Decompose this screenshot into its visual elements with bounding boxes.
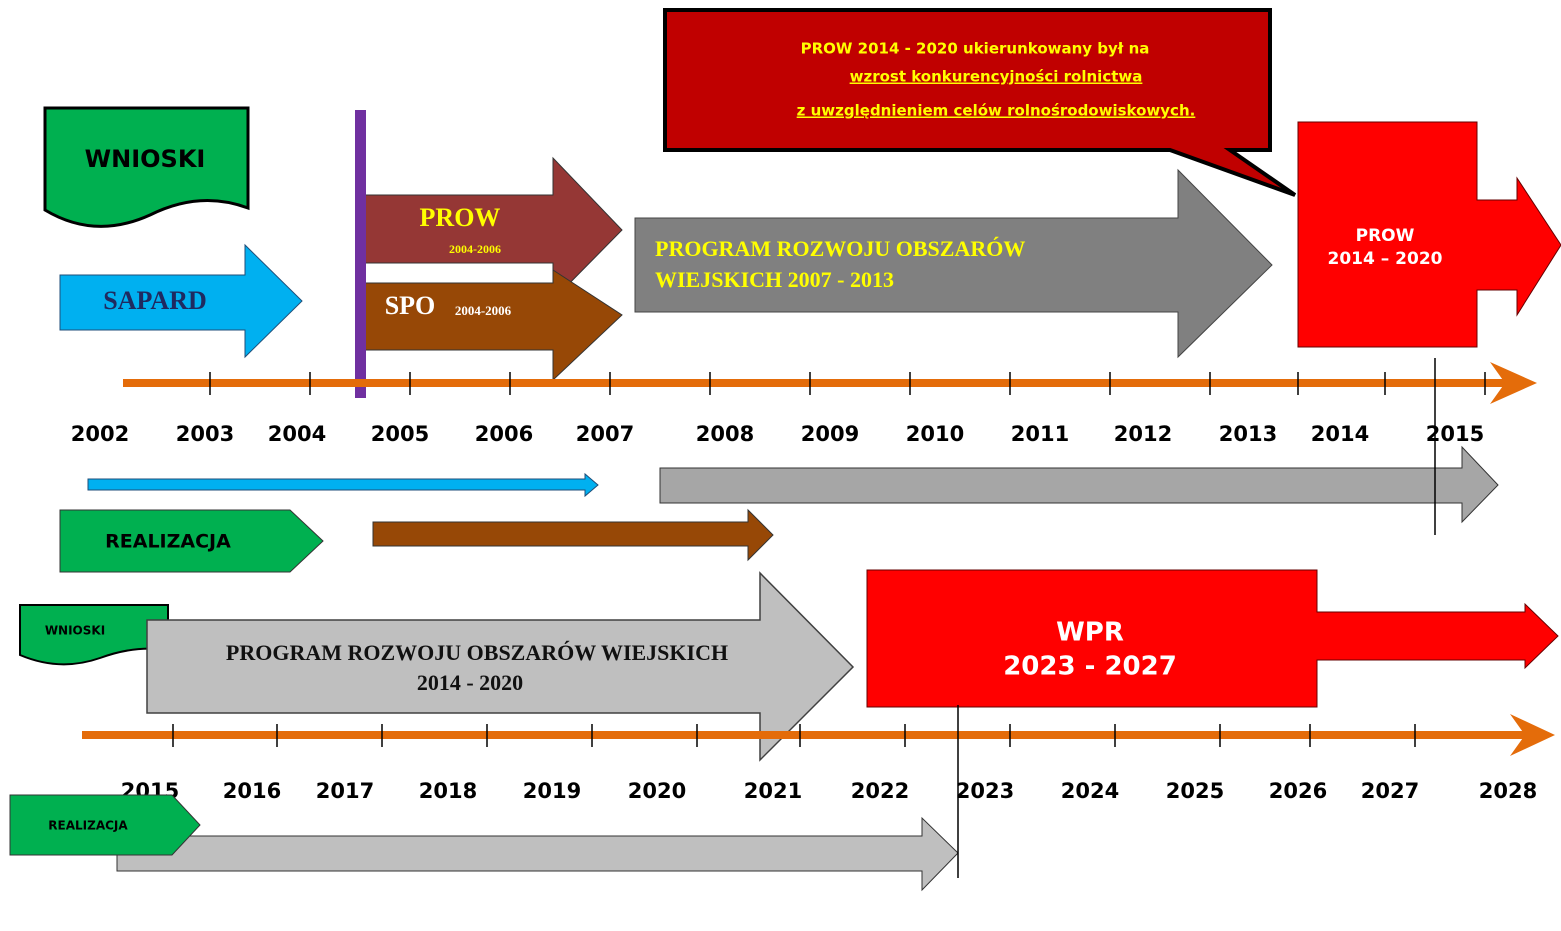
label-shape xyxy=(59,509,324,573)
year-label: 2005 xyxy=(371,422,429,446)
year-label: 2017 xyxy=(316,779,374,803)
label: 2023 - 2027 xyxy=(1003,652,1177,682)
arrow xyxy=(364,269,623,382)
label: WPR xyxy=(1056,618,1124,648)
label: 2004-2006 xyxy=(449,242,501,256)
callout-box xyxy=(663,8,1297,197)
arrow xyxy=(372,508,774,562)
arrow xyxy=(364,156,623,302)
year-label: 2009 xyxy=(801,422,859,446)
year-label: 2020 xyxy=(628,779,686,803)
year-label: 2022 xyxy=(851,779,909,803)
year-label: 2018 xyxy=(419,779,477,803)
year-label: 2028 xyxy=(1479,779,1537,803)
arrow xyxy=(87,472,599,498)
divider xyxy=(355,110,366,398)
callout-text: PROW 2014 - 2020 ukierunkowany był na xyxy=(801,40,1150,58)
year-label: 2016 xyxy=(223,779,281,803)
year-label: 2004 xyxy=(268,422,326,446)
year-label: 2013 xyxy=(1219,422,1277,446)
arrow xyxy=(1297,121,1561,348)
arrow xyxy=(116,816,959,892)
label: REALIZACJA xyxy=(105,531,231,553)
label: WNIOSKI xyxy=(45,624,105,638)
year-label: 2024 xyxy=(1061,779,1119,803)
callout-text: wzrost konkurencyjności rolnictwa xyxy=(850,68,1143,86)
year-label: 2008 xyxy=(696,422,754,446)
label: SPO xyxy=(385,291,436,320)
arrow xyxy=(659,445,1499,524)
axis-arrow xyxy=(1510,714,1555,756)
axis-arrow xyxy=(1490,362,1537,404)
label: PROW xyxy=(1356,226,1415,246)
year-label: 2007 xyxy=(576,422,634,446)
label: REALIZACJA xyxy=(48,819,128,833)
document-shape xyxy=(43,106,250,228)
arrow xyxy=(59,243,303,359)
arrow xyxy=(146,571,855,762)
year-label: 2021 xyxy=(744,779,802,803)
year-label: 2002 xyxy=(71,422,129,446)
label: WIEJSKICH 2007 - 2013 xyxy=(655,267,894,292)
year-label: 2027 xyxy=(1361,779,1419,803)
year-label: 2026 xyxy=(1269,779,1327,803)
label: 2014 - 2020 xyxy=(417,670,523,695)
label: 2004-2006 xyxy=(455,303,512,318)
year-label: 2012 xyxy=(1114,422,1172,446)
label: PROW xyxy=(420,203,501,232)
year-label: 2025 xyxy=(1166,779,1224,803)
arrow xyxy=(866,569,1559,708)
year-label: 2003 xyxy=(176,422,234,446)
year-label: 2023 xyxy=(956,779,1014,803)
label-shape xyxy=(9,794,201,856)
arrow xyxy=(634,168,1273,359)
label: WNIOSKI xyxy=(85,145,206,173)
label: SAPARD xyxy=(103,286,207,315)
year-label: 2010 xyxy=(906,422,964,446)
year-label: 2011 xyxy=(1011,422,1069,446)
label: PROGRAM ROZWOJU OBSZARÓW xyxy=(655,236,1025,261)
year-label: 2014 xyxy=(1311,422,1369,446)
year-label: 2019 xyxy=(523,779,581,803)
callout-text: z uwzględnieniem celów rolnośrodowiskowy… xyxy=(797,102,1196,120)
year-label: 2006 xyxy=(475,422,533,446)
label: 2014 – 2020 xyxy=(1328,249,1443,269)
label: PROGRAM ROZWOJU OBSZARÓW WIEJSKICH xyxy=(226,640,728,665)
